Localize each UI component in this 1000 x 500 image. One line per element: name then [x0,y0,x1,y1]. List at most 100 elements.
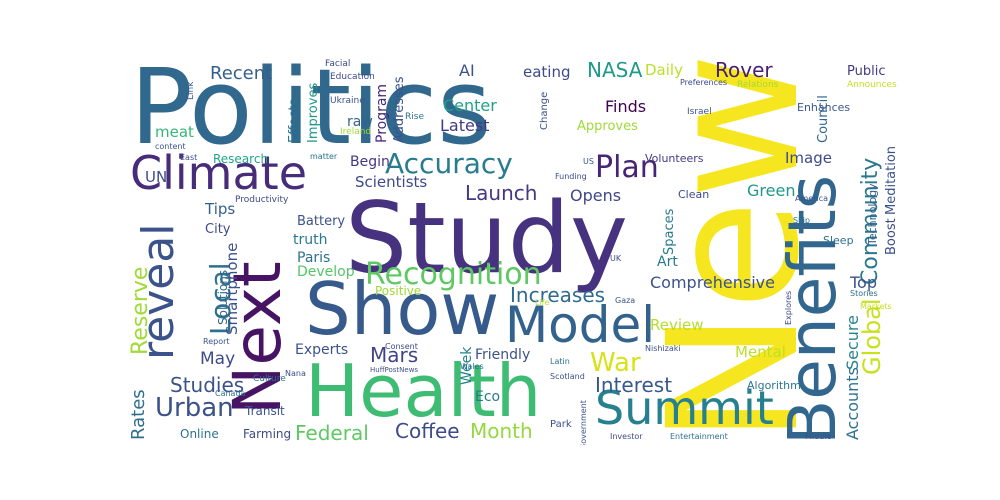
word-education: Education [330,72,375,82]
word-matter: matter [310,152,338,161]
word-latest: Latest [440,116,490,135]
word-comprehensive: Comprehensive [650,273,775,292]
word-approves: Approves [577,119,638,134]
word-canada: Canada [215,389,246,398]
word-meat: meat [155,123,194,141]
word-accounts: Accounts [843,367,862,440]
word-link: Link [186,81,196,100]
word-research: Research [213,152,269,166]
word-israel: Israel [687,107,712,117]
word-facial: Facial [325,59,351,69]
word-wales: Wales [460,362,484,371]
word-top: Top [850,273,877,292]
word-rise: Rise [405,112,424,122]
word-study: Study [345,182,628,296]
word-america: America [795,194,828,203]
word-cloud: Politics New Study Health Benefits Next … [125,55,900,445]
word-scientists: Scientists [355,173,428,191]
word-secure: Secure [843,314,862,370]
word-eating: eating [523,63,571,81]
word-mars: Mars [370,343,419,367]
word-preferences: Preferences [680,78,728,87]
word-public: Public [847,64,886,79]
word-coffee: Coffee [395,419,460,443]
word-paris: Paris [297,250,331,266]
word-positive: Positive [375,284,422,298]
word-funding: Funding [555,172,587,181]
word-center: Center [443,96,497,115]
word-finds: Finds [605,97,647,116]
word-middle: Middle [805,432,832,441]
word-improves: Improves [306,82,321,143]
word-clean: Clean [678,188,710,201]
word-latin: Latin [550,357,570,366]
word-mental: Mental [735,343,786,361]
word-consent: Consent [385,342,418,351]
word-productivity: Productivity [235,195,289,205]
word-raw: raw [347,114,373,130]
word-politics: Politics [130,55,492,168]
word-model: Model [505,296,656,354]
word-increases: Increases [510,283,606,307]
word-program: Program [374,83,390,143]
word-skip: Skip [793,216,811,225]
word-interest: Interest [595,373,673,397]
word-ukraine: Ukraine [330,96,365,106]
word-uk: UK [610,254,622,263]
word-studies: Studies [170,373,245,397]
word-government: Government [579,400,588,445]
word-ireland: Ireland [340,127,372,137]
word-ai: AI [459,61,475,80]
word-nasa: NASA [587,58,643,82]
word-truth: truth [293,232,328,248]
word-meditation: Meditation [884,145,899,215]
word-report: Report [203,337,230,346]
word-may: May [200,349,236,369]
word-stories: Stories [850,289,878,298]
word-summit: Summit [595,381,774,435]
word-life: Life [535,298,550,307]
word-relations: Relations [737,80,779,90]
word-online: Online [180,427,219,441]
word-change: Change [539,91,550,130]
word-reserve: Reserve [128,266,153,355]
word-urban: Urban [155,393,234,423]
word-boost: Boost [884,218,899,255]
word-recognition: Recognition [365,257,542,292]
word-content: content [155,142,186,151]
word-plan: Plan [595,150,659,185]
word-image: Image [785,149,832,167]
word-addresses: Addresses [392,76,407,143]
word-markets: Markets [860,302,892,311]
word-experts: Experts [295,342,349,358]
word-green: Green [747,181,796,200]
word-begin: Begin [350,154,390,170]
word-tips: Tips [205,200,236,218]
word-eco: Eco [475,389,501,405]
word-explores: Explores [784,290,793,325]
word-spaces: Spaces [662,208,677,255]
word-culture: Culture [253,374,286,384]
word-federal: Federal [295,421,369,445]
word-algorithm: Algorithm [747,379,801,392]
word-nishizaki: Nishizaki [645,344,681,353]
word-park: Park [550,419,572,430]
word-launch: Launch [465,181,538,205]
word-climate: Climate [130,146,308,200]
word-show: Show [305,267,500,351]
word-announces: Announces [847,80,897,90]
word-health: Health [305,349,542,433]
word-war: War [590,348,641,378]
word-enhances: Enhances [797,101,851,114]
word-rover: Rover [715,58,773,82]
word-east: East [180,153,198,162]
word-technology: Technology [866,183,879,245]
word-gaza: Gaza [615,296,636,305]
word-huffpostnews: HuffPostNews [370,366,419,374]
word-recent: Recent [210,63,273,84]
word-un: UN [145,168,168,186]
word-rates: Rates [128,389,149,440]
word-opens: Opens [570,186,622,205]
word-investor: Investor [610,432,643,441]
word-farming: Farming [243,427,292,441]
